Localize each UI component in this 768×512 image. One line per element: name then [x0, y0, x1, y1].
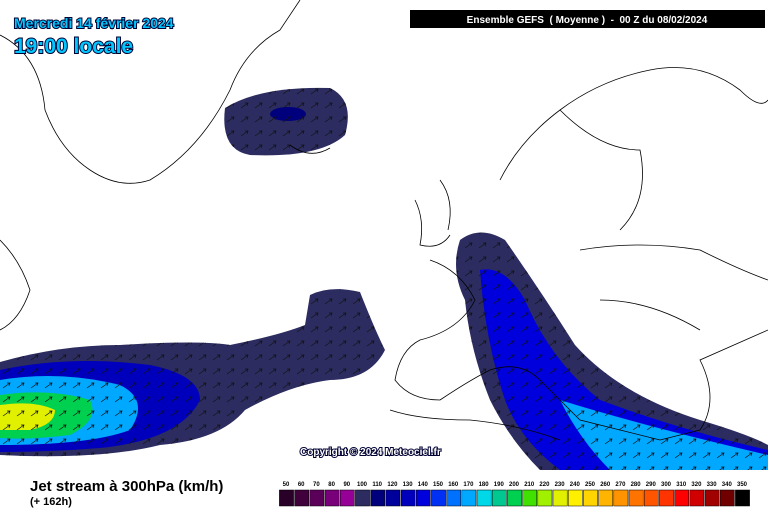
color-swatch	[522, 489, 538, 507]
color-swatch	[689, 489, 705, 507]
color-swatch	[309, 489, 325, 507]
header-bar	[410, 10, 765, 28]
color-swatch	[476, 489, 492, 507]
model-run: Ensemble GEFS ( Moyenne ) - 00 Z du 08/0…	[467, 15, 708, 26]
scale-label: 340	[722, 482, 733, 488]
color-scale: 50 60 70 80 90 100 110 120 130 140 150 160 170 180 190…	[279, 482, 750, 507]
color-swatch	[507, 489, 522, 507]
color-swatch	[294, 489, 310, 507]
color-swatch	[659, 489, 674, 507]
scale-label: 170	[463, 482, 474, 488]
color-swatch	[279, 489, 294, 507]
scale-label: 50	[283, 482, 290, 488]
jet-stream	[0, 87, 768, 470]
scale-label: 60	[298, 482, 305, 488]
color-swatch	[537, 489, 553, 507]
scale-label: 120	[387, 482, 398, 488]
scale-label: 270	[615, 482, 626, 488]
scale-label: 100	[357, 482, 368, 488]
color-swatch	[719, 489, 735, 507]
scale-label: 330	[707, 482, 718, 488]
color-swatch	[552, 489, 568, 507]
color-swatch	[415, 489, 431, 507]
color-swatch	[704, 489, 720, 507]
scale-label: 230	[555, 482, 566, 488]
scale-label: 110	[372, 482, 382, 488]
lead-time: (+ 162h)	[30, 496, 72, 508]
copyright: Copyright © 2024 Meteociel.fr	[300, 447, 441, 458]
scale-label: 240	[570, 482, 581, 488]
color-swatch	[674, 489, 690, 507]
scale-label: 180	[479, 482, 490, 488]
color-swatch	[628, 489, 644, 507]
scale-label: 260	[600, 482, 611, 488]
color-swatch	[491, 489, 507, 507]
color-swatch	[324, 489, 340, 507]
scale-label: 280	[631, 482, 642, 488]
scale-label: 200	[509, 482, 520, 488]
color-swatch	[583, 489, 598, 507]
color-swatch	[446, 489, 462, 507]
legend-title: Jet stream à 300hPa (km/h)	[30, 478, 223, 495]
color-swatch	[339, 489, 355, 507]
scale-label: 320	[691, 482, 702, 488]
color-swatch	[431, 489, 446, 507]
scale-label: 190	[494, 482, 505, 488]
scale-label: 150	[433, 482, 444, 488]
scale-label: 250	[585, 482, 596, 488]
scale-label: 80	[328, 482, 335, 488]
scale-label: 220	[539, 482, 550, 488]
color-swatch	[400, 489, 416, 507]
color-swatch	[598, 489, 614, 507]
scale-label: 70	[313, 482, 320, 488]
scale-label: 90	[343, 482, 350, 488]
color-swatch	[385, 489, 401, 507]
time: 19:00 locale	[14, 35, 133, 58]
date: Mercredi 14 février 2024	[14, 15, 174, 31]
color-swatch	[355, 489, 370, 507]
color-swatch	[613, 489, 629, 507]
color-swatch	[461, 489, 477, 507]
scale-label: 160	[448, 482, 459, 488]
scale-label: 140	[418, 482, 429, 488]
scale-label: 290	[646, 482, 657, 488]
color-swatch	[370, 489, 386, 507]
color-swatch	[567, 489, 583, 507]
coastlines	[0, 0, 768, 441]
color-swatch	[735, 489, 750, 507]
scale-label: 130	[403, 482, 414, 488]
color-swatch	[643, 489, 659, 507]
scale-label: 310	[676, 482, 687, 488]
scale-label: 350	[737, 482, 748, 488]
scale-label: 210	[524, 482, 535, 488]
scale-label: 300	[661, 482, 672, 488]
